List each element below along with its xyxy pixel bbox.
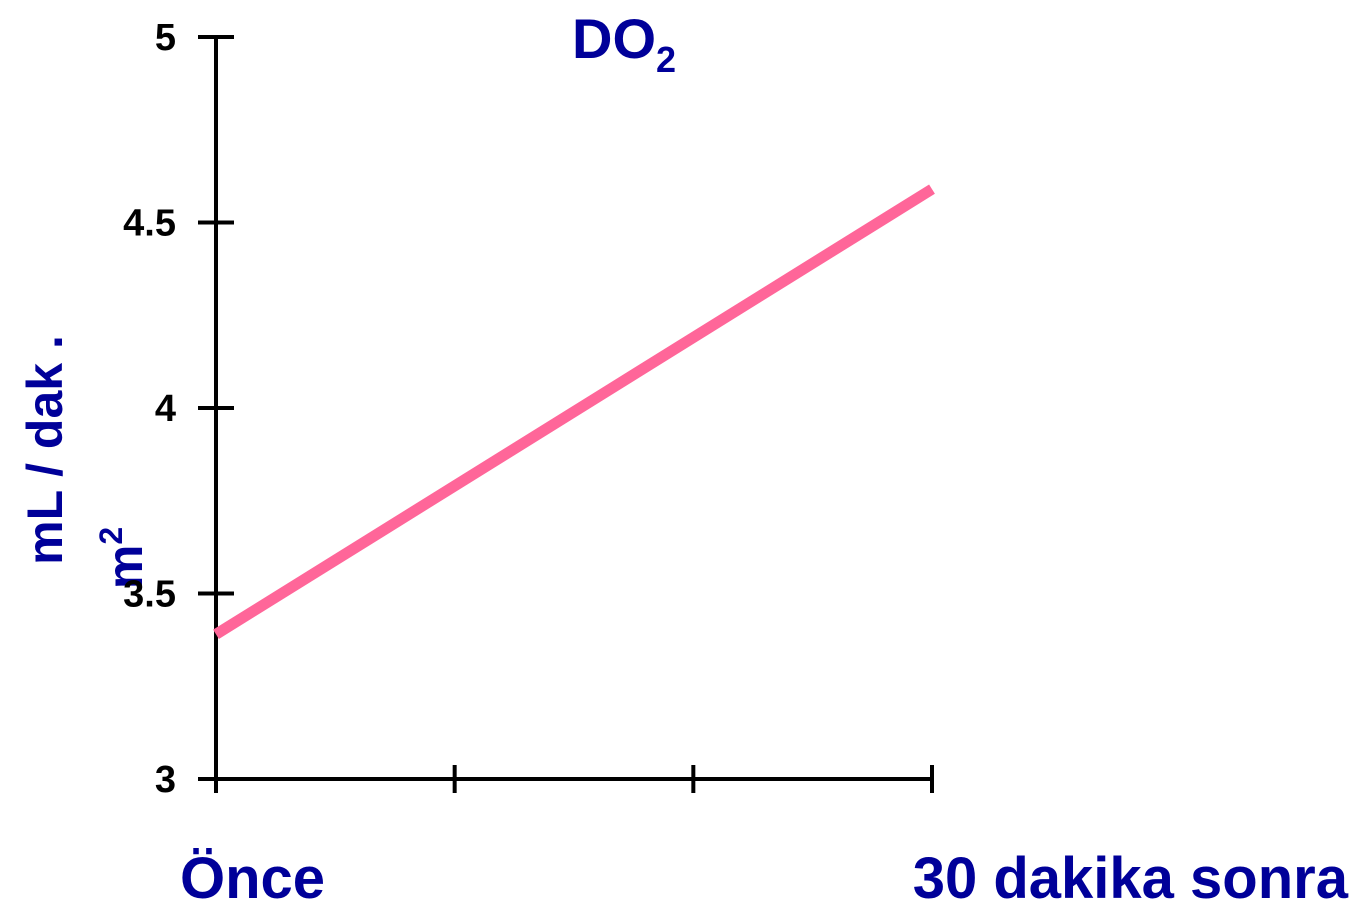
y-tick-label: 3.5 bbox=[123, 574, 176, 616]
chart-title-subscript: 2 bbox=[656, 39, 676, 80]
x-category-label: Önce bbox=[180, 846, 325, 908]
y-tick-label: 4.5 bbox=[123, 203, 176, 245]
y-tick-label: 5 bbox=[155, 17, 176, 59]
chart-title: DO2 bbox=[572, 7, 676, 80]
y-axis-title-line2: m bbox=[97, 545, 153, 589]
y-axis-title: mL / dak . bbox=[17, 335, 73, 565]
y-axis-title-line1: mL / dak . bbox=[17, 335, 73, 565]
y-axis-title-sup: 2 bbox=[93, 527, 129, 545]
svg-text:m2: m2 bbox=[93, 527, 153, 589]
y-axis-title-unit: m2 bbox=[93, 527, 153, 589]
chart-title-main: DO bbox=[572, 7, 656, 70]
x-category-label: 30 dakika sonra bbox=[913, 846, 1349, 908]
series-line bbox=[213, 184, 935, 639]
y-tick-label: 4 bbox=[155, 388, 176, 430]
y-tick-label: 3 bbox=[155, 759, 176, 801]
series-layer bbox=[213, 184, 935, 639]
